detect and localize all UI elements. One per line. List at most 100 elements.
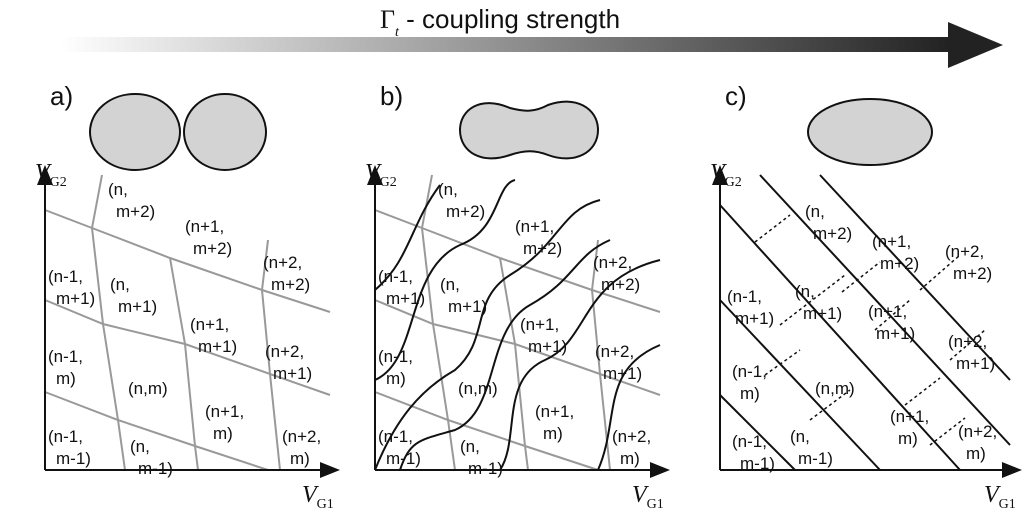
axis-label: VG1 [302,482,334,512]
cell-label: m-1) [56,449,91,468]
panel-label: c) [725,81,747,111]
axis-subscript: G2 [50,175,67,190]
cell-label: m+2) [446,202,485,221]
cell-label: (n-1, [378,347,413,366]
cell-label: m) [898,429,918,448]
cell-label: (n,m) [458,379,498,398]
gradient-bar [60,37,950,52]
cell-label: (n+1, [205,402,244,421]
cell-label: (n, [790,427,810,446]
merged-dot [807,98,933,166]
cell-label: m+2) [953,264,992,283]
grid-b [374,174,661,471]
panel-label: b) [380,81,403,111]
axis-label: VG1 [984,482,1016,512]
cell-label: m) [620,449,640,468]
cell-label: m+1) [803,304,842,323]
cell-label: m) [56,369,76,388]
cell-label: m+1) [956,354,995,373]
dot [89,93,181,171]
cell-label: m+1) [198,337,237,356]
cell-label: m-1) [468,459,503,478]
axis-subscript: G2 [725,175,742,190]
cell-label: (n, [110,275,130,294]
cell-label: (n+2, [948,332,987,351]
cell-label: (n+2, [282,427,321,446]
cell-label: m-1) [138,459,173,478]
cell-label: m+1) [273,364,312,383]
cell-label: m-1) [386,449,421,468]
cell-label: m+1) [386,289,425,308]
dot [183,93,267,171]
cell-label: (n+1, [535,402,574,421]
axis-symbol: V [365,160,382,186]
curves-b [374,179,661,471]
cell-label: (n, [108,180,128,199]
cell-label: (n,m) [815,379,855,398]
cell-label: (n+2, [958,422,997,441]
axis-symbol: V [632,482,649,508]
cell-label: (n+2, [265,342,304,361]
axis-subscript: G1 [317,497,334,512]
coupled-dots [458,100,600,160]
axis-label: VG2 [710,160,742,190]
title: Γt - coupling strength [380,4,620,40]
cell-label: (n-1, [378,427,413,446]
cell-label: m) [213,424,233,443]
cell-label: m-1) [740,454,775,473]
cell-label: (n+1, [890,407,929,426]
axis-subscript: G1 [647,497,664,512]
axis-symbol: V [710,160,727,186]
cell-label: (n,m) [128,379,168,398]
axis-subscript: G1 [999,497,1016,512]
cell-label: (n-1, [48,427,83,446]
arrow-head [948,22,1003,68]
cell-label: (n+1, [868,302,907,321]
cell-label: m+1) [448,297,487,316]
cell-label: (n-1, [48,347,83,366]
cell-label: m+1) [528,337,567,356]
cell-label: m+1) [603,364,642,383]
axis-label: VG2 [35,160,67,190]
cell-label: (n-1, [732,362,767,381]
cell-label: (n+2, [595,342,634,361]
cell-label: m+1) [56,289,95,308]
cell-label: m+2) [601,275,640,294]
cell-label: (n+1, [185,217,224,236]
cell-label: m-1) [798,449,833,468]
cell-label: m+1) [735,309,774,328]
cell-label: (n+2, [612,427,651,446]
cell-label: (n-1, [48,267,83,286]
cell-label: (n-1, [378,267,413,286]
cell-label: (n, [805,202,825,221]
cell-label: (n+1, [520,315,559,334]
axis-symbol: V [35,160,52,186]
cell-label: m+2) [523,239,562,258]
cell-label: m) [966,444,986,463]
axis-subscript: G2 [380,175,397,190]
cell-label: m) [386,369,406,388]
panel: a)VG2VG1(n,m+2)(n+1,m+2)(n+2,m+2)(n-1,m+… [35,81,340,512]
lines-c [719,174,1011,471]
cell-label: m) [740,384,760,403]
cell-label: m+2) [813,224,852,243]
cell-label: m) [290,449,310,468]
cell-label: (n, [460,437,480,456]
panel-label: a) [50,81,73,111]
axis-symbol: V [984,482,1001,508]
cell-label: (n, [440,275,460,294]
cell-label: m+2) [193,239,232,258]
cell-label: (n, [130,437,150,456]
axis-symbol: V [302,482,319,508]
cell-label: m+1) [876,324,915,343]
cell-label: (n, [438,180,458,199]
cell-label: (n+2, [593,253,632,272]
cell-label: m+1) [118,297,157,316]
cell-label: m+2) [116,202,155,221]
grid-a [44,174,331,471]
cell-label: m+2) [271,275,310,294]
cell-label: m+2) [880,254,919,273]
cell-label: (n+1, [190,315,229,334]
